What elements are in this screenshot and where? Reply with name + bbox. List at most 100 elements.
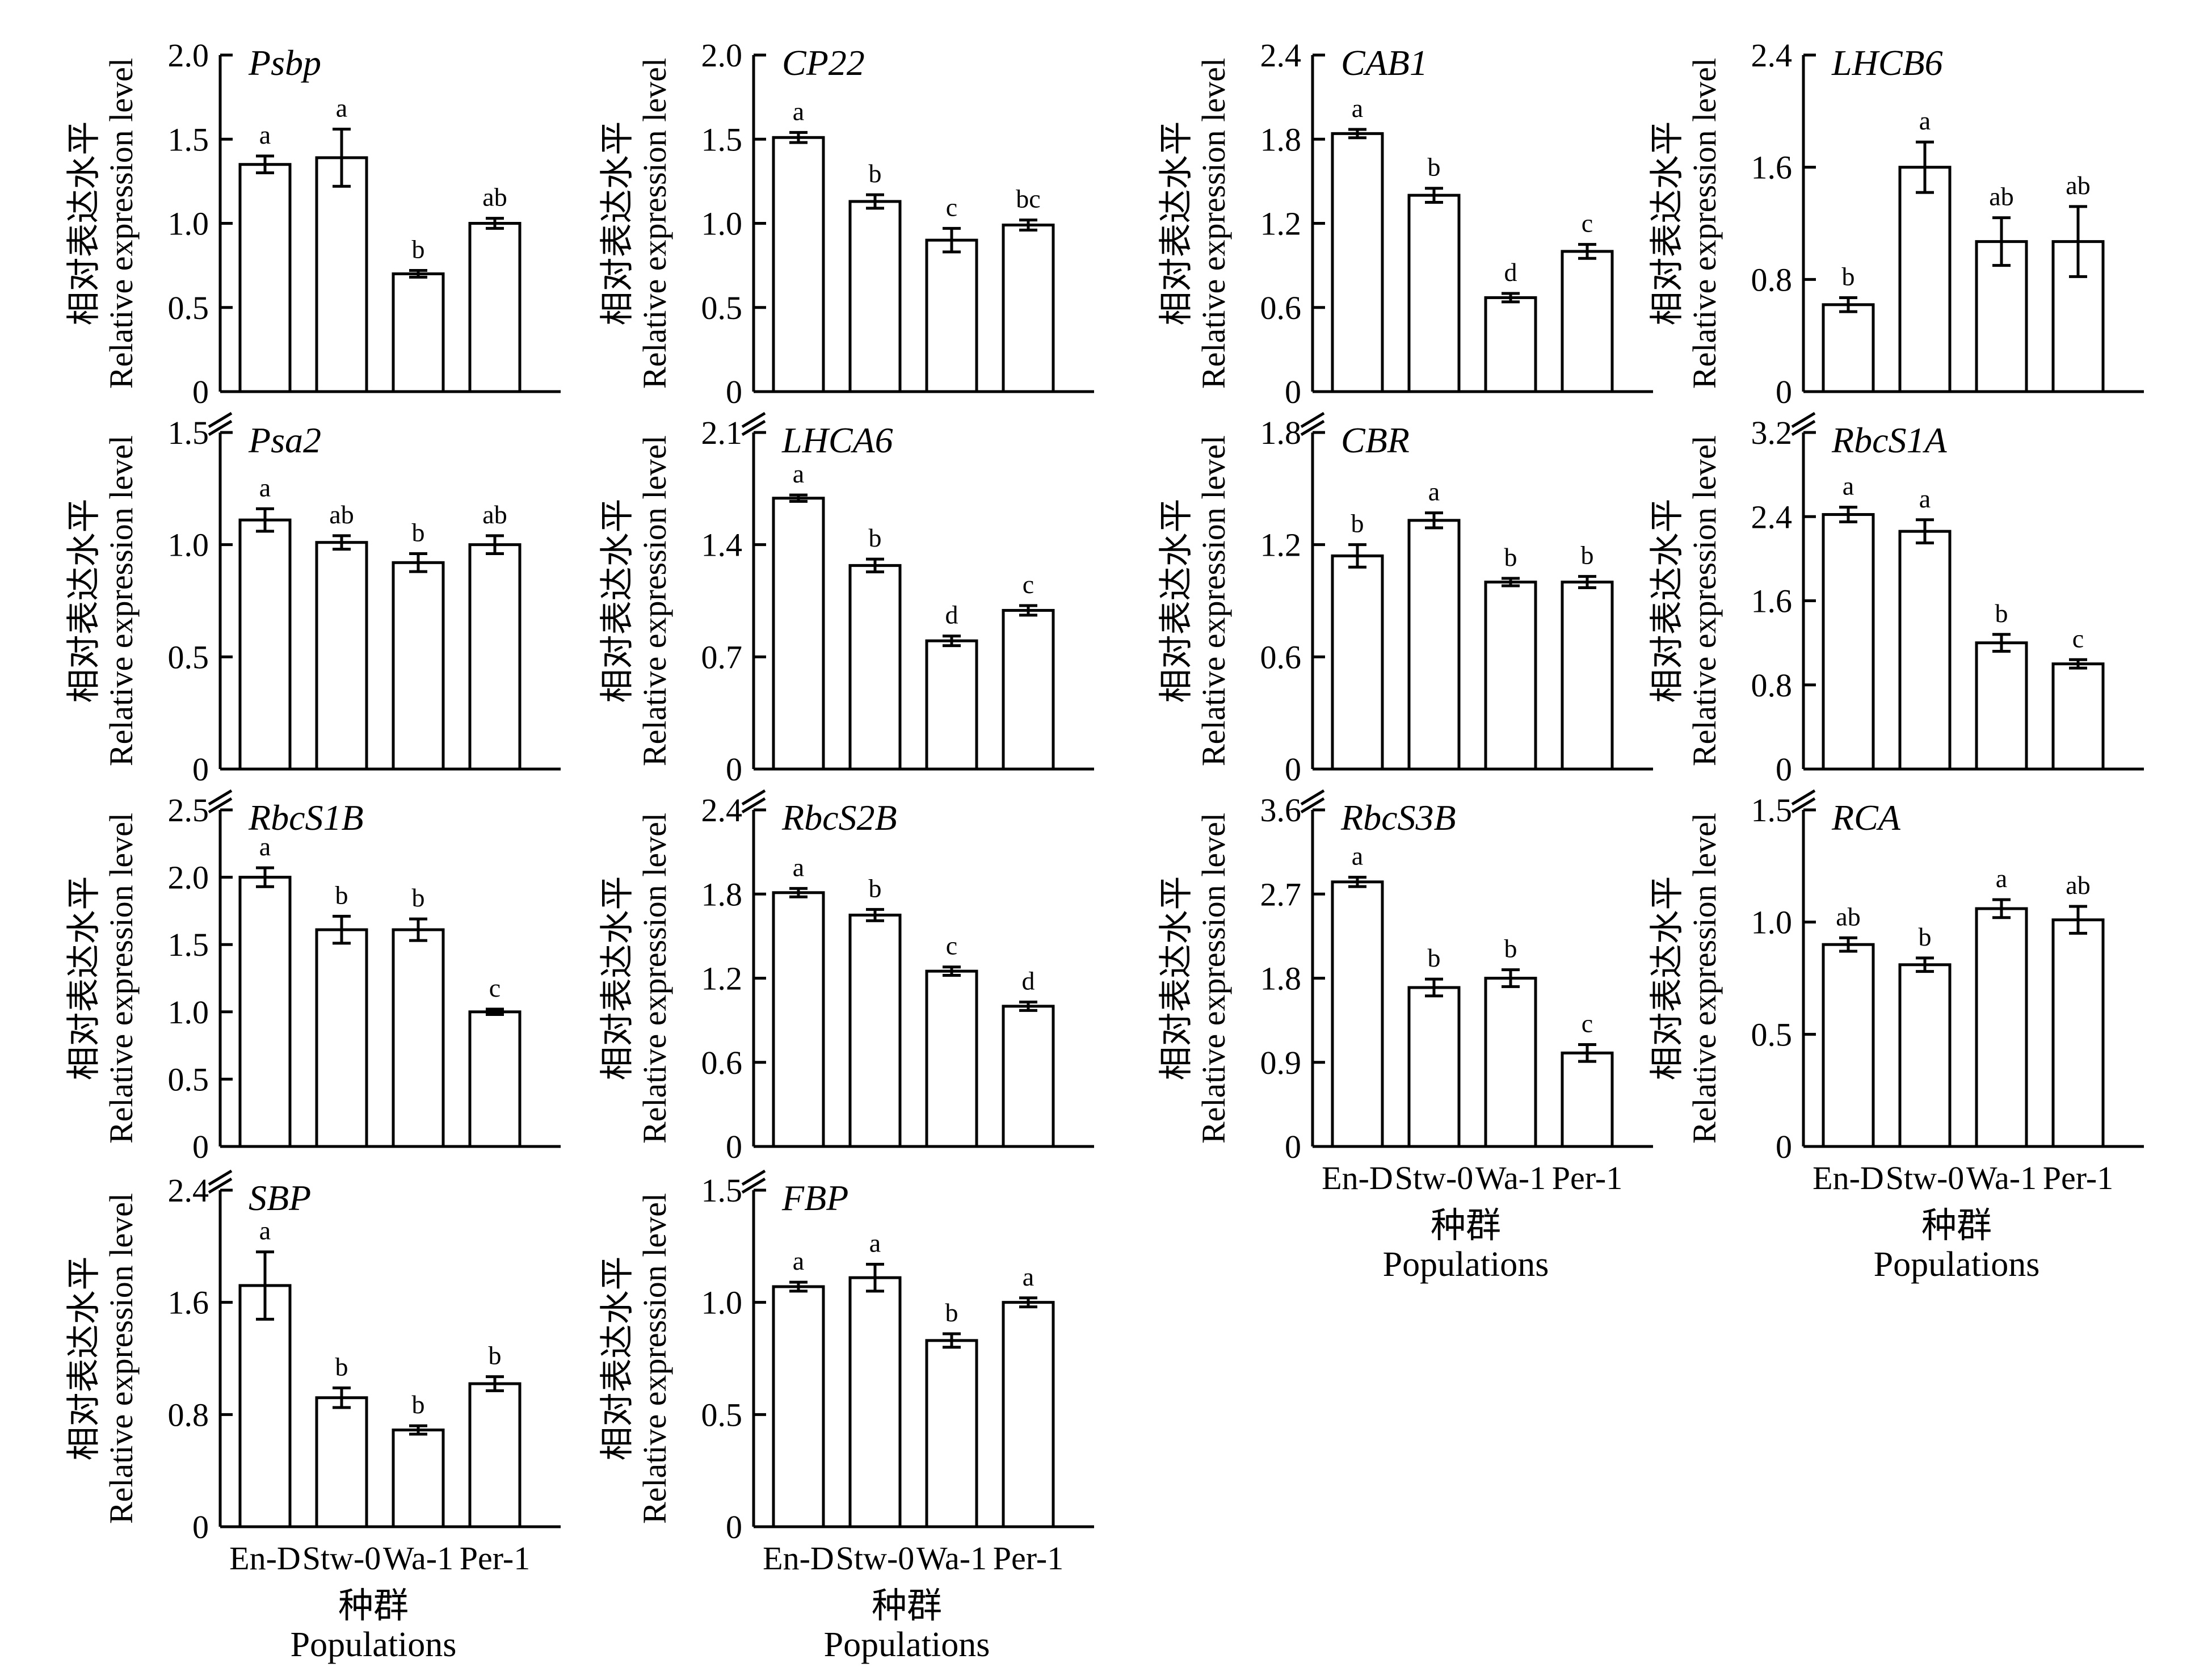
significance-letter: b bbox=[335, 1352, 348, 1381]
y-tick-label: 1.6 bbox=[168, 1284, 209, 1321]
y-label-cn: 相对表达水平 bbox=[1158, 499, 1195, 703]
x-label-en: Populations bbox=[1874, 1245, 2040, 1284]
y-label-en: Relative expression level bbox=[103, 435, 140, 766]
bar-per-1 bbox=[468, 1010, 522, 1148]
y-tick-label: 0 bbox=[192, 751, 209, 788]
significance-letter: ab bbox=[329, 500, 354, 529]
bar-stw-0 bbox=[848, 564, 902, 771]
significance-letter: b bbox=[869, 873, 882, 902]
bar-per-1 bbox=[1561, 1051, 1614, 1148]
axis-break-mark bbox=[1791, 789, 1816, 806]
x-tick-label: En-D bbox=[1813, 1160, 1884, 1196]
bar-per-1 bbox=[1002, 223, 1055, 393]
x-label-cn: 种群 bbox=[872, 1587, 942, 1625]
y-tick-label: 1.8 bbox=[1260, 414, 1302, 451]
bar-en-d bbox=[772, 136, 825, 393]
panel-rbcs1a: 0 0.8 1.6 2.4 3.2 RbcS1A 相对表达水平 Relative expres… bbox=[1649, 411, 2144, 788]
panel-rbcs2b: 0 0.6 1.2 1.8 2.4 RbcS2B 相对表达水平 Relative expres… bbox=[599, 789, 1094, 1165]
significance-letter: b bbox=[1504, 543, 1517, 572]
bar-per-1 bbox=[2051, 918, 2105, 1148]
significance-letter: b bbox=[1995, 599, 2008, 628]
y-tick-label: 2.7 bbox=[1260, 876, 1302, 913]
gene-title: FBP bbox=[781, 1178, 848, 1218]
significance-letter: b bbox=[1581, 541, 1594, 570]
y-tick-label: 0.5 bbox=[701, 1396, 743, 1433]
y-tick-label: 0 bbox=[726, 1509, 742, 1545]
bar-wa-1 bbox=[392, 272, 445, 393]
bar-wa-1 bbox=[1484, 977, 1537, 1148]
gene-title: CAB1 bbox=[1341, 43, 1428, 83]
bar-wa-1 bbox=[925, 969, 978, 1148]
y-label-cn: 相对表达水平 bbox=[599, 1257, 636, 1461]
significance-letter: b bbox=[945, 1298, 958, 1327]
y-label-en: Relative expression level bbox=[103, 1193, 140, 1524]
significance-letter: ab bbox=[482, 183, 507, 212]
bar-per-1 bbox=[468, 543, 522, 771]
panel-rca: 0 0.5 1.0 1.5 RCA 相对表达水平 Relative expression l… bbox=[1649, 789, 2144, 1284]
significance-letter: a bbox=[1919, 484, 1931, 513]
x-tick-label: En-D bbox=[1322, 1160, 1393, 1196]
y-label-en: Relative expression level bbox=[636, 435, 673, 766]
y-tick-label: 0.5 bbox=[168, 639, 209, 675]
significance-letter: d bbox=[1504, 258, 1517, 287]
significance-letter: b bbox=[412, 235, 425, 264]
x-tick-label: Per-1 bbox=[460, 1540, 530, 1577]
significance-letter: a bbox=[1843, 472, 1854, 501]
significance-letter: b bbox=[1842, 262, 1855, 291]
bar-per-1 bbox=[1561, 250, 1614, 393]
y-tick-label: 2.0 bbox=[168, 859, 209, 896]
significance-letter: b bbox=[869, 159, 882, 188]
y-tick-label: 1.5 bbox=[701, 1172, 743, 1209]
y-tick-label: 2.5 bbox=[168, 792, 209, 829]
significance-letter: b bbox=[1504, 934, 1517, 963]
significance-letter: a bbox=[259, 1216, 271, 1245]
axis-break-mark bbox=[1791, 411, 1816, 429]
y-label-en: Relative expression level bbox=[636, 1193, 673, 1524]
y-tick-label: 0.6 bbox=[701, 1044, 743, 1081]
gene-title: Psa2 bbox=[248, 420, 321, 460]
significance-letter: a bbox=[259, 473, 271, 502]
y-label-cn: 相对表达水平 bbox=[599, 876, 636, 1081]
significance-letter: a bbox=[259, 832, 271, 861]
bar-wa-1 bbox=[925, 639, 978, 771]
x-tick-label: Per-1 bbox=[993, 1540, 1063, 1577]
y-tick-label: 0 bbox=[192, 1128, 209, 1165]
x-label-cn: 种群 bbox=[1921, 1207, 1992, 1245]
significance-letter: b bbox=[489, 1341, 502, 1370]
axis-break-mark bbox=[1300, 797, 1325, 814]
x-tick-label: Stw-0 bbox=[1886, 1160, 1965, 1196]
gene-title: SBP bbox=[249, 1178, 311, 1218]
bar-stw-0 bbox=[1407, 986, 1461, 1148]
significance-letter: ab bbox=[1989, 182, 2013, 211]
significance-letter: a bbox=[259, 120, 271, 149]
panel-rbcs1b: 0 0.5 1.0 1.5 2.0 2.5 RbcS1B 相对表达水平 Relative exp… bbox=[65, 789, 561, 1165]
bar-stw-0 bbox=[315, 541, 368, 771]
significance-letter: a bbox=[793, 1246, 804, 1275]
significance-letter: b bbox=[412, 883, 425, 912]
axis-break-mark bbox=[208, 797, 233, 814]
gene-title: RbcS1A bbox=[1831, 420, 1948, 460]
axis-break-mark bbox=[1300, 419, 1325, 436]
y-label-cn: 相对表达水平 bbox=[1158, 876, 1195, 1081]
y-tick-label: 1.2 bbox=[1260, 205, 1302, 242]
axis-break-mark bbox=[208, 1177, 233, 1194]
bar-stw-0 bbox=[315, 928, 368, 1148]
y-label-cn: 相对表达水平 bbox=[65, 1257, 103, 1461]
axis-break-mark bbox=[208, 411, 233, 429]
y-tick-label: 0.8 bbox=[1751, 261, 1793, 298]
axis-break-mark bbox=[741, 1177, 766, 1194]
significance-letter: c bbox=[946, 192, 957, 221]
y-tick-label: 0 bbox=[192, 1509, 209, 1545]
y-tick-label: 2.1 bbox=[701, 414, 743, 451]
y-tick-label: 1.0 bbox=[701, 205, 743, 242]
bar-en-d bbox=[772, 497, 825, 771]
y-tick-label: 1.5 bbox=[168, 414, 209, 451]
y-tick-label: 1.2 bbox=[1260, 527, 1302, 564]
bar-stw-0 bbox=[848, 913, 902, 1148]
x-label-cn: 种群 bbox=[338, 1587, 409, 1625]
y-label-cn: 相对表达水平 bbox=[65, 121, 103, 326]
y-tick-label: 0 bbox=[726, 751, 742, 788]
bar-wa-1 bbox=[1484, 581, 1537, 771]
bar-stw-0 bbox=[848, 200, 902, 393]
